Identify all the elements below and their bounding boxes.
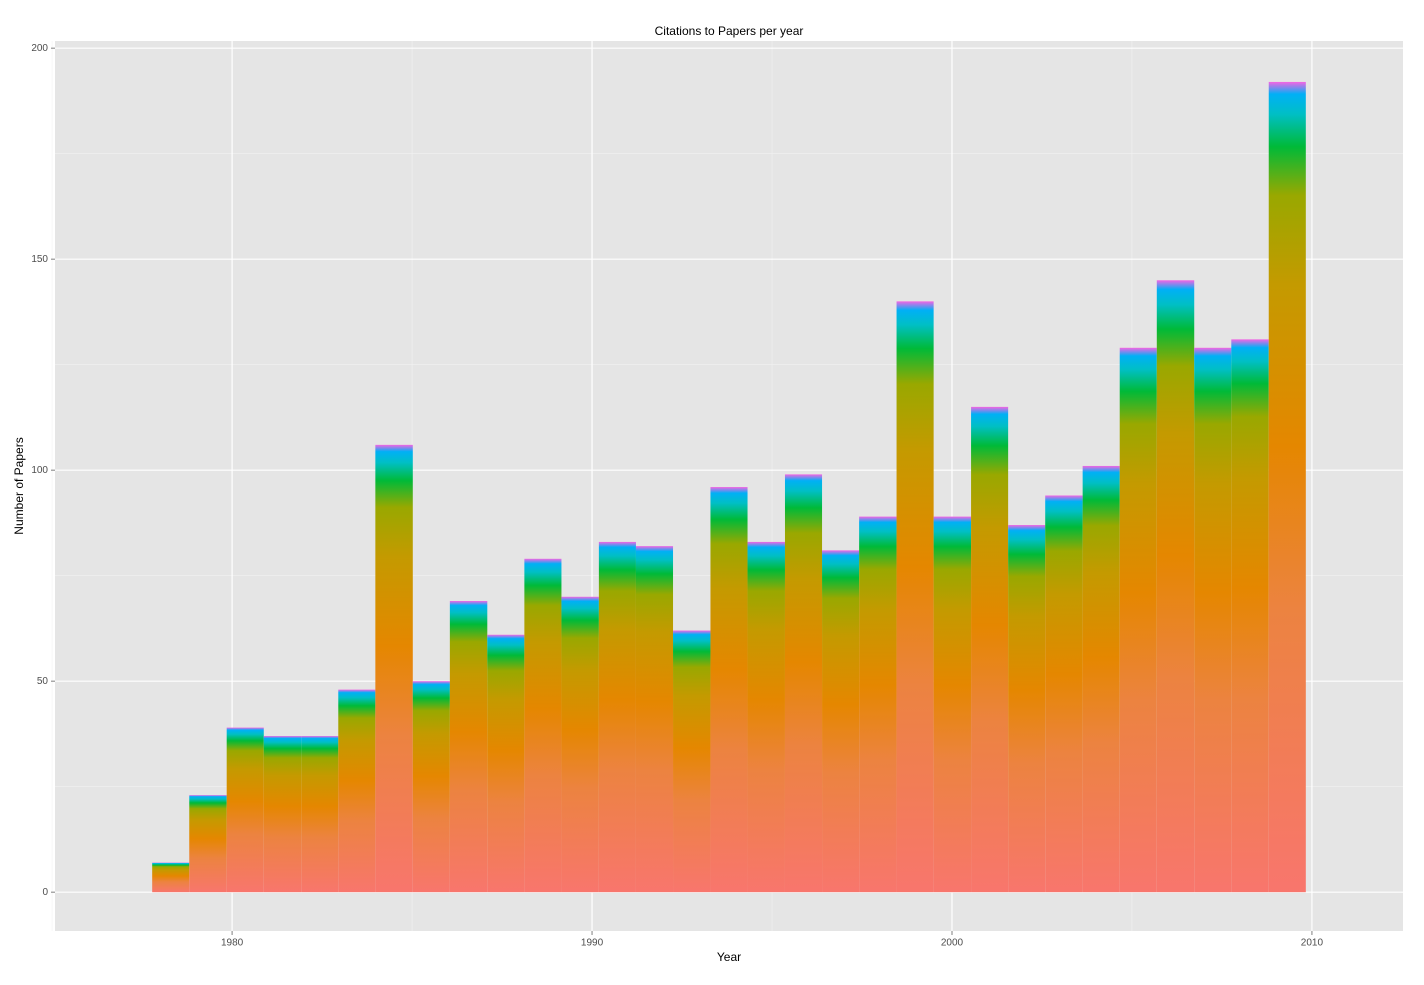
bar xyxy=(784,474,823,893)
y-tick-label: 150 xyxy=(31,254,48,265)
y-tick-label: 100 xyxy=(31,465,48,476)
bar xyxy=(1231,339,1269,893)
y-tick-label: 50 xyxy=(37,676,49,687)
bar xyxy=(896,301,934,893)
bar xyxy=(971,406,1009,893)
bar xyxy=(487,634,525,893)
bar xyxy=(673,630,711,893)
bar xyxy=(1045,495,1083,893)
bar xyxy=(226,727,264,893)
bar xyxy=(412,681,450,893)
bar xyxy=(1194,347,1232,893)
bar xyxy=(1082,465,1120,893)
bar xyxy=(859,516,897,893)
bar xyxy=(822,550,860,893)
x-tick-label: 2000 xyxy=(941,938,964,949)
bar xyxy=(375,444,413,893)
bar xyxy=(1119,347,1157,893)
bar xyxy=(338,689,376,893)
chart-title: Citations to Papers per year xyxy=(655,24,804,38)
y-tick-label: 0 xyxy=(42,887,48,898)
bar xyxy=(1156,280,1195,893)
bar xyxy=(449,600,488,893)
bar xyxy=(635,546,674,893)
bar xyxy=(152,862,190,893)
bar xyxy=(933,516,972,893)
bar xyxy=(561,596,599,893)
x-tick-label: 2010 xyxy=(1301,938,1324,949)
bar xyxy=(598,541,636,893)
y-tick-label: 200 xyxy=(31,43,48,54)
bar xyxy=(524,558,562,893)
x-tick-label: 1980 xyxy=(221,938,244,949)
bar xyxy=(301,736,339,893)
y-axis-label: Number of Papers xyxy=(12,437,26,534)
bar xyxy=(1268,81,1306,893)
x-axis-label: Year xyxy=(717,950,741,964)
bar xyxy=(189,795,227,893)
bar xyxy=(1008,525,1046,893)
x-tick-label: 1990 xyxy=(581,938,604,949)
bar xyxy=(747,541,785,893)
bar xyxy=(710,487,748,893)
bar xyxy=(263,736,302,893)
